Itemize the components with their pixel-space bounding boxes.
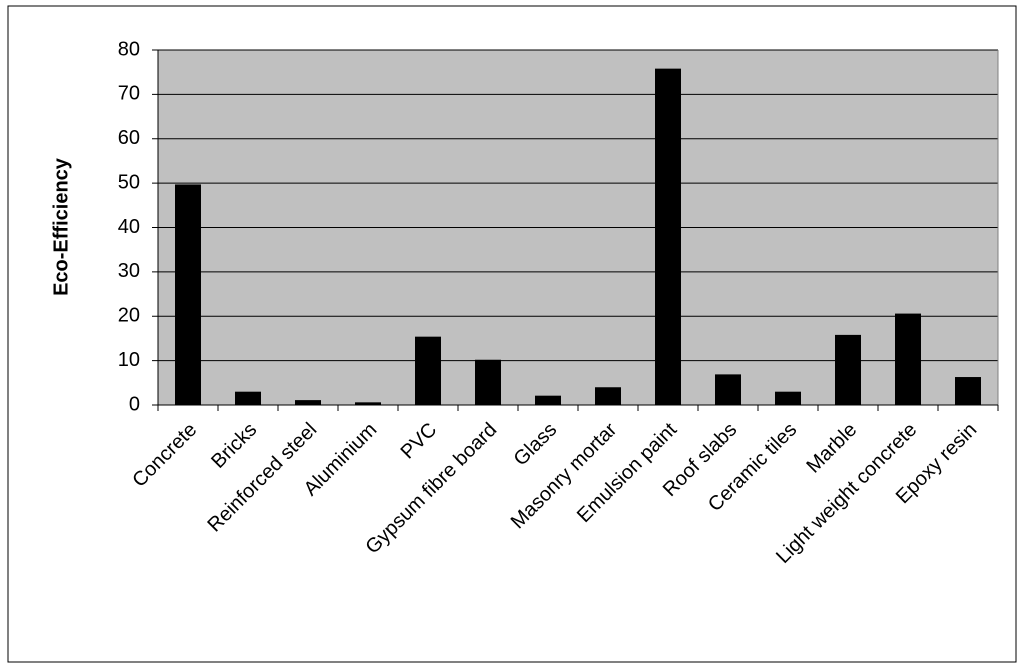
y-tick-label: 60 xyxy=(118,127,140,149)
y-tick-label: 80 xyxy=(118,38,140,60)
y-tick-label: 70 xyxy=(118,83,140,105)
bar xyxy=(955,377,981,405)
bar xyxy=(655,68,681,405)
bar xyxy=(235,391,261,405)
bar xyxy=(175,184,201,405)
y-tick-label: 20 xyxy=(118,305,140,327)
bar xyxy=(775,391,801,405)
bar xyxy=(715,374,741,405)
bar xyxy=(355,402,381,405)
y-tick-label: 10 xyxy=(118,349,140,371)
y-tick-label: 30 xyxy=(118,260,140,282)
bar xyxy=(535,395,561,405)
bar xyxy=(415,336,441,405)
y-tick-label: 40 xyxy=(118,216,140,238)
y-tick-label: 0 xyxy=(129,393,140,415)
bar xyxy=(595,387,621,405)
y-axis-title: Eco-Efficiency xyxy=(50,157,72,296)
bar xyxy=(475,359,501,405)
bar xyxy=(895,313,921,405)
bar xyxy=(835,334,861,405)
bar xyxy=(295,400,321,405)
y-tick-label: 50 xyxy=(118,171,140,193)
